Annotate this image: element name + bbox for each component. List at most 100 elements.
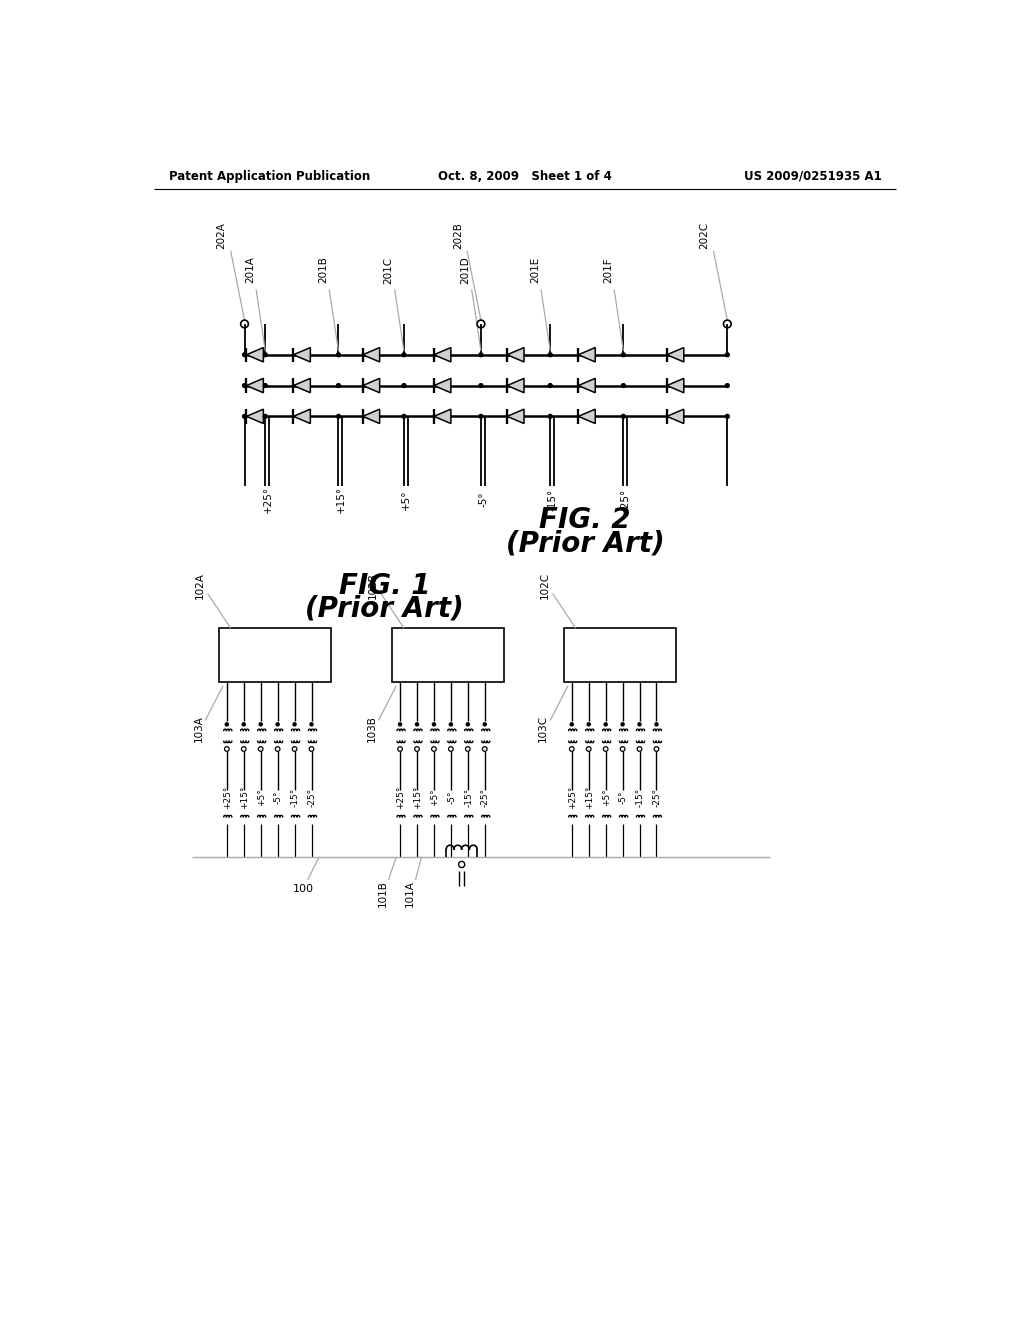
Text: +25°: +25°	[262, 486, 272, 513]
Circle shape	[604, 723, 607, 726]
Polygon shape	[507, 409, 524, 424]
Text: -15°: -15°	[548, 488, 557, 511]
Text: Patent Application Publication: Patent Application Publication	[169, 169, 371, 182]
Text: 201B: 201B	[318, 256, 328, 284]
Bar	[564, 628, 676, 682]
Circle shape	[450, 723, 453, 726]
Text: (Prior Art): (Prior Art)	[506, 529, 665, 557]
Circle shape	[479, 414, 483, 418]
Circle shape	[402, 352, 406, 356]
Polygon shape	[434, 379, 451, 393]
Circle shape	[432, 723, 435, 726]
Text: -15°: -15°	[291, 788, 300, 807]
Text: +5°: +5°	[257, 788, 266, 807]
Text: -5°: -5°	[478, 491, 488, 507]
Circle shape	[622, 414, 626, 418]
Text: FIG. 2: FIG. 2	[539, 507, 631, 535]
Circle shape	[259, 723, 262, 726]
Text: -25°: -25°	[621, 488, 631, 511]
Circle shape	[337, 352, 340, 356]
Circle shape	[479, 352, 483, 356]
Polygon shape	[507, 379, 524, 393]
Circle shape	[621, 723, 625, 726]
Polygon shape	[434, 347, 451, 362]
Text: +5°: +5°	[401, 490, 412, 510]
Text: +25°: +25°	[396, 785, 406, 809]
Text: +15°: +15°	[336, 486, 346, 513]
Text: +25°: +25°	[223, 785, 232, 809]
Circle shape	[479, 384, 483, 388]
Text: -25°: -25°	[308, 788, 316, 807]
Circle shape	[622, 352, 626, 356]
Text: 101B: 101B	[378, 880, 388, 907]
Text: -15°: -15°	[636, 788, 645, 807]
Circle shape	[263, 352, 267, 356]
Polygon shape	[507, 347, 524, 362]
Text: 102C: 102C	[540, 572, 550, 599]
Text: (Prior Art): (Prior Art)	[305, 595, 464, 623]
Circle shape	[310, 723, 313, 726]
Text: 202B: 202B	[453, 222, 463, 249]
Polygon shape	[362, 379, 380, 393]
Text: 103A: 103A	[194, 714, 204, 742]
Text: +15°: +15°	[414, 785, 422, 809]
Polygon shape	[579, 379, 595, 393]
Circle shape	[655, 723, 658, 726]
Polygon shape	[362, 409, 380, 424]
Circle shape	[243, 352, 247, 356]
Text: 102A: 102A	[195, 573, 205, 599]
Text: -5°: -5°	[618, 791, 628, 804]
Text: -25°: -25°	[652, 788, 662, 807]
Circle shape	[402, 384, 406, 388]
Polygon shape	[667, 347, 684, 362]
Polygon shape	[294, 409, 310, 424]
Circle shape	[243, 723, 246, 726]
Circle shape	[263, 414, 267, 418]
Text: 103C: 103C	[539, 714, 548, 742]
Polygon shape	[294, 347, 310, 362]
Polygon shape	[579, 409, 595, 424]
Bar	[392, 628, 504, 682]
Bar	[219, 628, 331, 682]
Polygon shape	[362, 347, 380, 362]
Text: +5°: +5°	[602, 788, 611, 807]
Polygon shape	[294, 379, 310, 393]
Text: 101A: 101A	[406, 880, 415, 907]
Text: 100: 100	[293, 884, 314, 894]
Text: 102B: 102B	[368, 573, 378, 599]
Circle shape	[263, 384, 267, 388]
Circle shape	[225, 723, 228, 726]
Text: 103B: 103B	[367, 714, 377, 742]
Text: 201F: 201F	[603, 257, 613, 282]
Text: 202A: 202A	[216, 222, 226, 249]
Text: Oct. 8, 2009   Sheet 1 of 4: Oct. 8, 2009 Sheet 1 of 4	[438, 169, 611, 182]
Circle shape	[293, 723, 296, 726]
Circle shape	[725, 352, 729, 356]
Polygon shape	[579, 347, 595, 362]
Circle shape	[638, 723, 641, 726]
Circle shape	[337, 384, 340, 388]
Circle shape	[622, 384, 626, 388]
Text: -15°: -15°	[464, 788, 473, 807]
Circle shape	[243, 414, 247, 418]
Circle shape	[587, 723, 590, 726]
Circle shape	[398, 723, 401, 726]
Polygon shape	[667, 379, 684, 393]
Circle shape	[548, 414, 552, 418]
Text: 201C: 201C	[384, 256, 393, 284]
Polygon shape	[247, 379, 263, 393]
Circle shape	[548, 352, 552, 356]
Circle shape	[483, 723, 486, 726]
Text: -5°: -5°	[273, 791, 283, 804]
Text: -5°: -5°	[447, 791, 456, 804]
Circle shape	[402, 414, 406, 418]
Text: FIG. 1: FIG. 1	[339, 572, 430, 599]
Polygon shape	[434, 409, 451, 424]
Circle shape	[570, 723, 573, 726]
Circle shape	[466, 723, 469, 726]
Circle shape	[725, 414, 729, 418]
Text: +15°: +15°	[585, 785, 594, 809]
Text: +25°: +25°	[568, 785, 578, 809]
Circle shape	[243, 384, 247, 388]
Text: +15°: +15°	[240, 785, 249, 809]
